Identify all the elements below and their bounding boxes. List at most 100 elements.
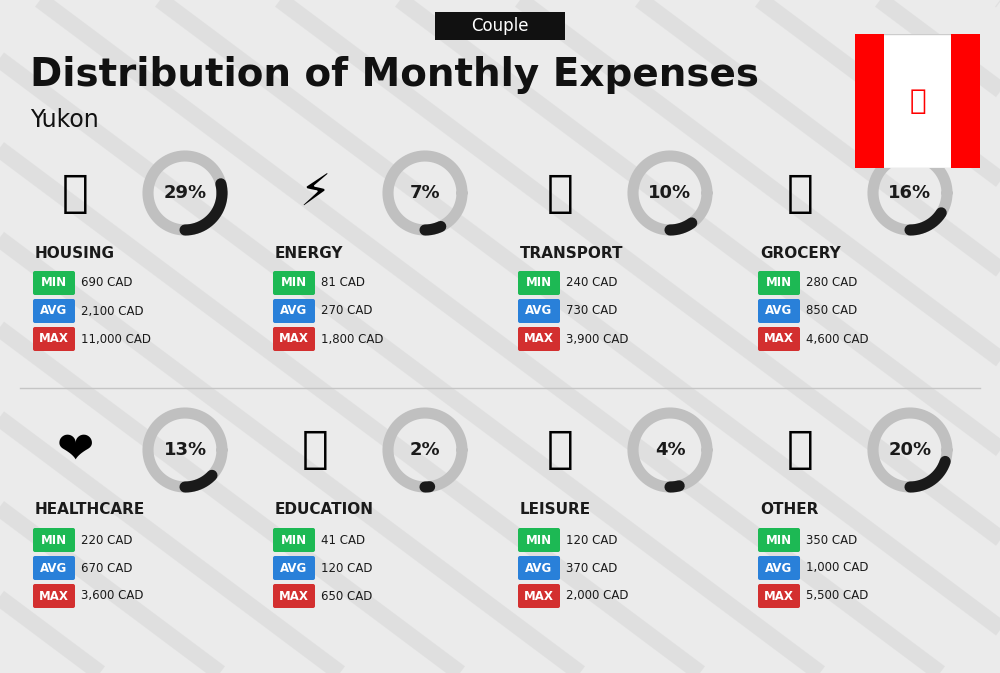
Text: AVG: AVG bbox=[525, 304, 553, 318]
FancyBboxPatch shape bbox=[518, 556, 560, 580]
Text: 120 CAD: 120 CAD bbox=[321, 561, 372, 575]
FancyBboxPatch shape bbox=[518, 271, 560, 295]
Text: 670 CAD: 670 CAD bbox=[81, 561, 132, 575]
FancyBboxPatch shape bbox=[273, 327, 315, 351]
Text: MAX: MAX bbox=[764, 332, 794, 345]
Text: ⚡: ⚡ bbox=[299, 172, 331, 215]
Text: AVG: AVG bbox=[40, 304, 68, 318]
Text: MAX: MAX bbox=[39, 590, 69, 602]
FancyBboxPatch shape bbox=[33, 271, 75, 295]
Text: MIN: MIN bbox=[526, 277, 552, 289]
Text: MAX: MAX bbox=[39, 332, 69, 345]
Text: 🚌: 🚌 bbox=[547, 172, 573, 215]
Text: LEISURE: LEISURE bbox=[520, 503, 591, 518]
Text: 🛍: 🛍 bbox=[547, 429, 573, 472]
Text: ❤: ❤ bbox=[56, 429, 94, 472]
Text: HEALTHCARE: HEALTHCARE bbox=[35, 503, 145, 518]
Text: 4,600 CAD: 4,600 CAD bbox=[806, 332, 869, 345]
FancyBboxPatch shape bbox=[518, 327, 560, 351]
Text: 3,900 CAD: 3,900 CAD bbox=[566, 332, 629, 345]
Text: AVG: AVG bbox=[280, 304, 308, 318]
Text: 11,000 CAD: 11,000 CAD bbox=[81, 332, 151, 345]
Text: MAX: MAX bbox=[524, 590, 554, 602]
FancyBboxPatch shape bbox=[435, 12, 565, 40]
Text: MAX: MAX bbox=[524, 332, 554, 345]
Text: MIN: MIN bbox=[281, 534, 307, 546]
FancyBboxPatch shape bbox=[518, 299, 560, 323]
FancyBboxPatch shape bbox=[273, 299, 315, 323]
FancyBboxPatch shape bbox=[33, 528, 75, 552]
Text: 🍁: 🍁 bbox=[909, 87, 926, 115]
Text: 🎓: 🎓 bbox=[302, 429, 328, 472]
Text: 1,000 CAD: 1,000 CAD bbox=[806, 561, 868, 575]
Text: 🏙: 🏙 bbox=[62, 172, 88, 215]
Text: 10%: 10% bbox=[648, 184, 692, 202]
Text: 370 CAD: 370 CAD bbox=[566, 561, 617, 575]
Text: 2%: 2% bbox=[410, 441, 440, 459]
Text: MAX: MAX bbox=[764, 590, 794, 602]
Text: 350 CAD: 350 CAD bbox=[806, 534, 857, 546]
FancyBboxPatch shape bbox=[518, 584, 560, 608]
Text: MAX: MAX bbox=[279, 590, 309, 602]
Text: EDUCATION: EDUCATION bbox=[275, 503, 374, 518]
FancyBboxPatch shape bbox=[758, 271, 800, 295]
Text: 730 CAD: 730 CAD bbox=[566, 304, 617, 318]
Text: ENERGY: ENERGY bbox=[275, 246, 344, 260]
FancyBboxPatch shape bbox=[758, 299, 800, 323]
Text: 41 CAD: 41 CAD bbox=[321, 534, 365, 546]
Text: 13%: 13% bbox=[163, 441, 207, 459]
FancyBboxPatch shape bbox=[33, 299, 75, 323]
Text: 7%: 7% bbox=[410, 184, 440, 202]
Text: 🛒: 🛒 bbox=[787, 172, 813, 215]
Text: AVG: AVG bbox=[765, 561, 793, 575]
Text: 81 CAD: 81 CAD bbox=[321, 277, 365, 289]
Text: Yukon: Yukon bbox=[30, 108, 99, 132]
Text: Couple: Couple bbox=[471, 17, 529, 35]
Text: AVG: AVG bbox=[765, 304, 793, 318]
FancyBboxPatch shape bbox=[33, 584, 75, 608]
Text: 690 CAD: 690 CAD bbox=[81, 277, 132, 289]
FancyBboxPatch shape bbox=[758, 327, 800, 351]
Text: TRANSPORT: TRANSPORT bbox=[520, 246, 624, 260]
Text: MIN: MIN bbox=[766, 534, 792, 546]
Text: 1,800 CAD: 1,800 CAD bbox=[321, 332, 384, 345]
Text: HOUSING: HOUSING bbox=[35, 246, 115, 260]
Text: 850 CAD: 850 CAD bbox=[806, 304, 857, 318]
Text: 120 CAD: 120 CAD bbox=[566, 534, 618, 546]
Text: 💰: 💰 bbox=[787, 429, 813, 472]
FancyBboxPatch shape bbox=[273, 528, 315, 552]
FancyBboxPatch shape bbox=[758, 556, 800, 580]
FancyBboxPatch shape bbox=[758, 584, 800, 608]
Text: 280 CAD: 280 CAD bbox=[806, 277, 857, 289]
FancyBboxPatch shape bbox=[518, 528, 560, 552]
Text: MIN: MIN bbox=[281, 277, 307, 289]
FancyBboxPatch shape bbox=[33, 556, 75, 580]
Text: AVG: AVG bbox=[280, 561, 308, 575]
Text: MIN: MIN bbox=[41, 534, 67, 546]
Text: MIN: MIN bbox=[41, 277, 67, 289]
Text: 270 CAD: 270 CAD bbox=[321, 304, 372, 318]
Text: MIN: MIN bbox=[766, 277, 792, 289]
FancyBboxPatch shape bbox=[758, 528, 800, 552]
FancyBboxPatch shape bbox=[273, 556, 315, 580]
Text: 2,000 CAD: 2,000 CAD bbox=[566, 590, 629, 602]
Text: OTHER: OTHER bbox=[760, 503, 818, 518]
FancyBboxPatch shape bbox=[33, 327, 75, 351]
Text: 240 CAD: 240 CAD bbox=[566, 277, 618, 289]
FancyBboxPatch shape bbox=[273, 584, 315, 608]
Text: 5,500 CAD: 5,500 CAD bbox=[806, 590, 868, 602]
Text: MIN: MIN bbox=[526, 534, 552, 546]
Bar bbox=[855, 34, 884, 168]
Text: 220 CAD: 220 CAD bbox=[81, 534, 132, 546]
Text: AVG: AVG bbox=[40, 561, 68, 575]
FancyBboxPatch shape bbox=[273, 271, 315, 295]
Text: 650 CAD: 650 CAD bbox=[321, 590, 372, 602]
Text: GROCERY: GROCERY bbox=[760, 246, 841, 260]
Text: Distribution of Monthly Expenses: Distribution of Monthly Expenses bbox=[30, 56, 759, 94]
Text: 16%: 16% bbox=[888, 184, 932, 202]
Text: 4%: 4% bbox=[655, 441, 685, 459]
Text: 20%: 20% bbox=[888, 441, 932, 459]
Text: AVG: AVG bbox=[525, 561, 553, 575]
Text: 3,600 CAD: 3,600 CAD bbox=[81, 590, 144, 602]
Text: 2,100 CAD: 2,100 CAD bbox=[81, 304, 144, 318]
